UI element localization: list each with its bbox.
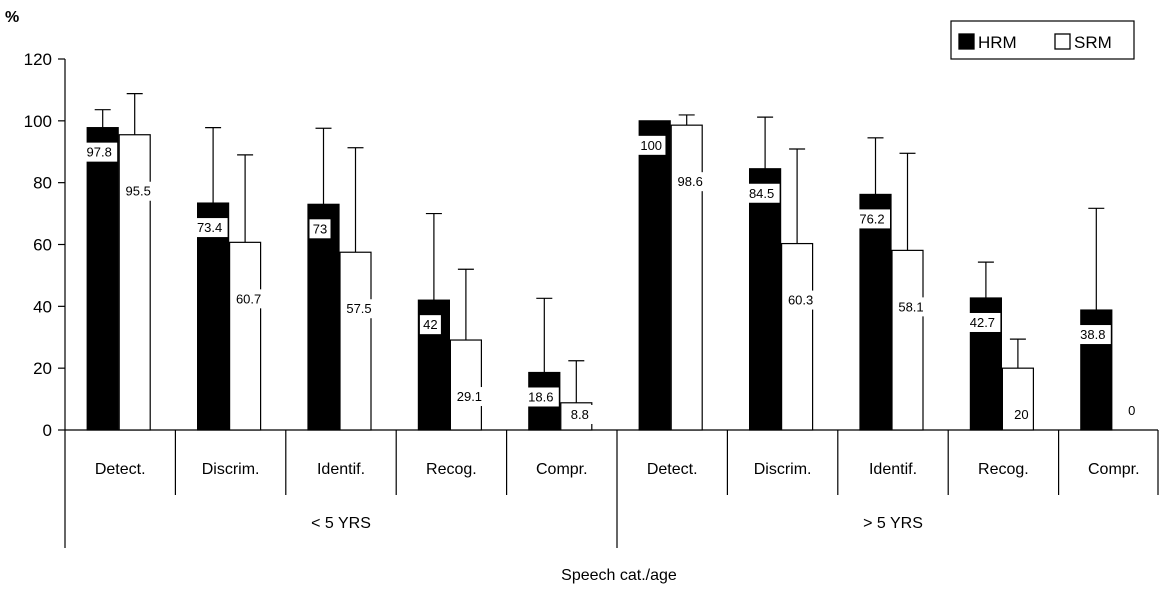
hrm-data-label: 76.2	[859, 211, 884, 226]
category-label: Recog.	[978, 461, 1029, 478]
srm-data-label: 57.5	[346, 301, 371, 316]
hrm-bar	[197, 202, 230, 431]
hrm-data-label: 100	[640, 138, 662, 153]
hrm-data-label: 84.5	[749, 186, 774, 201]
legend-box	[950, 20, 1135, 60]
srm-data-label-bg	[1124, 401, 1139, 420]
y-tick-label: 0	[43, 421, 52, 440]
group-label: < 5 YRS	[311, 515, 371, 532]
y-tick-label: 80	[33, 174, 52, 193]
category-label: Recog.	[426, 461, 477, 478]
srm-bar	[670, 124, 703, 431]
hrm-data-label: 42	[423, 317, 437, 332]
srm-data-label: 29.1	[457, 389, 482, 404]
srm-data-label-bg	[120, 181, 157, 201]
y-tick-label: 20	[33, 359, 52, 378]
group-label: > 5 YRS	[863, 515, 923, 532]
category-label: Identif.	[317, 461, 365, 478]
category-label: Discrim.	[754, 461, 812, 478]
hrm-data-label: 18.6	[528, 389, 553, 404]
hrm-bar	[638, 120, 671, 431]
legend-label-hrm: HRM	[978, 33, 1017, 52]
srm-data-label: 8.8	[571, 407, 589, 422]
srm-bar	[118, 134, 151, 431]
hrm-data-label: 38.8	[1080, 327, 1105, 342]
srm-data-label: 20	[1014, 407, 1028, 422]
legend-label-srm: SRM	[1074, 33, 1112, 52]
y-tick-label: 60	[33, 236, 52, 255]
hrm-data-label-bg	[964, 312, 1001, 332]
srm-bar	[891, 249, 924, 431]
category-label: Compr.	[536, 461, 588, 478]
hrm-data-label: 42.7	[970, 315, 995, 330]
srm-data-label: 95.5	[126, 184, 151, 199]
hrm-data-label-bg	[743, 183, 780, 203]
data-labels: 97.8 95.5 73.4 60.7 73 57.5 42 29.1 18.6 8.8 100 98…	[81, 135, 1139, 424]
srm-data-label: 60.7	[236, 291, 261, 306]
hrm-data-label: 97.8	[87, 145, 112, 160]
y-tick-label: 100	[24, 112, 52, 131]
srm-data-label-bg	[341, 299, 377, 319]
srm-data-label-bg	[451, 387, 488, 407]
srm-data-label: 0	[1128, 403, 1135, 418]
hrm-data-label: 73.4	[197, 220, 222, 235]
srm-data-label-bg	[893, 297, 929, 317]
srm-data-label-bg	[672, 172, 709, 192]
bars	[86, 93, 1113, 431]
srm-data-label-bg	[782, 290, 819, 310]
hrm-data-label-bg	[636, 135, 666, 155]
hrm-bar	[748, 168, 782, 431]
srm-data-label-bg	[565, 405, 595, 424]
category-label: Detect.	[647, 461, 698, 478]
category-label: Identif.	[869, 461, 917, 478]
srm-bar	[339, 251, 372, 431]
hrm-data-label-bg	[1074, 325, 1111, 345]
hrm-data-label-bg	[309, 219, 331, 239]
y-tick-label: 40	[33, 297, 52, 316]
legend: HRM SRM	[950, 20, 1135, 60]
category-label: Discrim.	[202, 461, 260, 478]
legend-swatch-srm	[1054, 33, 1071, 50]
srm-data-label-bg	[1010, 405, 1032, 424]
legend-swatch-hrm	[958, 33, 975, 50]
srm-bar	[229, 241, 262, 431]
category-label: Detect.	[95, 461, 146, 478]
srm-data-label: 58.1	[898, 299, 923, 314]
srm-data-label: 98.6	[678, 174, 703, 189]
hrm-bar	[859, 193, 892, 431]
y-unit-label: %	[5, 9, 19, 26]
srm-data-label-bg	[230, 289, 267, 309]
hrm-data-label-bg	[419, 315, 441, 335]
axes: 0 20 40 60 80 100 120 Detect. Discrim. Identif. Re…	[24, 50, 1159, 548]
hrm-data-label-bg	[191, 218, 228, 238]
srm-bar	[780, 242, 814, 431]
hrm-data-label: 73	[313, 221, 327, 236]
hrm-data-label-bg	[522, 387, 559, 407]
srm-bar	[449, 339, 482, 431]
hrm-bar	[86, 127, 119, 431]
category-label: Compr.	[1088, 461, 1140, 478]
srm-data-label: 60.3	[788, 293, 813, 308]
y-tick-label: 120	[24, 50, 52, 69]
hrm-data-label-bg	[81, 142, 118, 162]
x-axis-title: Speech cat./age	[561, 567, 677, 584]
hrm-data-label-bg	[854, 209, 890, 229]
hrm-bar	[307, 203, 340, 431]
